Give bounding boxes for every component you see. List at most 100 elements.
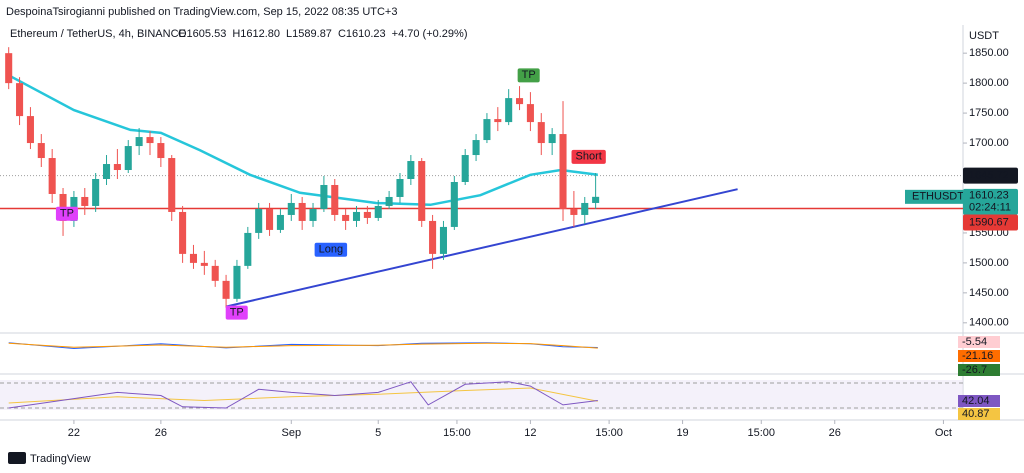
candle-body [331,184,339,215]
indicator-tag-label: -21.16 [962,350,993,362]
candle-body [189,253,198,263]
candle-body [266,208,274,230]
ohlc-value: L1589.87 [286,28,332,40]
y-tick-label: 1500.00 [969,257,1009,269]
price-tag-label: 1645.72 [969,169,1009,181]
annotation-badge [55,206,78,221]
candle-body [429,220,437,254]
candle-body [418,161,426,221]
candle-body [157,143,165,159]
annotation-badge [314,242,348,257]
candle-body [592,196,600,203]
candle-body [168,158,176,212]
annotation-badge [225,305,248,320]
signal-line [8,342,598,349]
candle-body [374,205,382,218]
price-tag-label: 1590.67 [969,216,1009,228]
symbol-tag-label: ETHUSDT [912,191,964,203]
y-tick-label: 1850.00 [969,47,1009,59]
candle-body [81,196,89,206]
price-tag [963,214,1018,231]
ohlc-value: +4.70 (+0.29%) [392,28,468,40]
candle-body [537,122,545,144]
indicator-tag [958,408,1000,420]
annotation-badge [571,149,606,164]
annotation-badge [517,68,540,83]
candle-body [505,98,513,123]
rsi-band [0,380,963,410]
candle-body [483,119,491,141]
indicator-tag-label: -5.54 [962,336,987,348]
candle-body [211,265,219,281]
annotation-text: TP [522,69,536,81]
candle-body [233,265,241,299]
candle-body [461,155,469,182]
symbol-tag [905,189,963,204]
x-tick-label: Sep [282,427,302,439]
candle-body [244,232,252,266]
indicator-tag-label: -26.7 [962,364,987,376]
candle-body [222,280,230,299]
last-price-tag [963,188,1018,215]
candle-body [200,262,208,266]
y-tick-label: 1800.00 [969,77,1009,89]
ohlc-value: O1605.53 [178,28,226,40]
y-tick-label: 1750.00 [969,107,1009,119]
indicator-tag [958,336,1000,348]
y-tick-label: 1450.00 [969,287,1009,299]
candle-body [570,208,578,215]
candle-body [16,83,24,117]
indicator-tag [958,395,1000,407]
candle-body [516,98,524,105]
candle-body [581,202,589,215]
currency: USDT [969,30,999,42]
ohlc-value: H1612.80 [232,28,280,40]
candle-body [48,158,56,194]
candle-body [439,226,447,254]
candle-body [135,137,143,147]
candle-body [255,208,263,233]
candle-body [559,134,567,209]
x-tick-label: 15:00 [443,427,471,439]
x-tick-label: 26 [155,427,167,439]
ohlc-value: C1610.23 [338,28,386,40]
x-tick-label: 15:00 [595,427,623,439]
indicator-tag [958,364,1000,376]
annotation-text: TP [60,208,74,220]
x-tick-label: 12 [524,427,536,439]
y-tick-label: 1400.00 [969,317,1009,329]
annotation-text: Long [319,244,343,256]
last-price-label: 1610.23 [969,190,1009,202]
x-tick-label: 5 [375,427,381,439]
trendline [225,188,738,308]
candle-body [5,53,13,84]
candle-body [396,179,404,197]
ohlc-readout: O1605.53 H1612.80 L1589.87 C1610.23 +4.70 (+… [178,28,468,40]
x-tick-label: 15:00 [748,427,776,439]
candle-body [548,134,556,144]
candle-body [352,211,361,221]
annotation-text: Short [576,151,602,163]
moving-average [8,74,598,207]
candle-body [26,116,34,144]
indicator-tag-label: 40.87 [962,408,990,420]
candle-body [146,137,154,144]
x-tick-label: 26 [829,427,841,439]
candle-body [102,164,111,179]
candle-body [92,179,100,206]
candle-body [472,140,480,156]
candle-body [276,214,284,230]
candle-body [494,119,502,123]
candle-body [287,202,295,215]
candle-body [320,184,328,209]
x-tick-label: 19 [676,427,688,439]
symbol: Ethereum / TetherUS, 4h, BINANCE [10,28,186,40]
rsi-line [8,381,598,409]
candle-body [124,146,132,171]
indicator-tag [958,350,1000,362]
y-tick-label: 1700.00 [969,137,1009,149]
candle-body [385,196,393,206]
x-tick-label: Oct [935,427,952,439]
candle-body [342,214,350,221]
